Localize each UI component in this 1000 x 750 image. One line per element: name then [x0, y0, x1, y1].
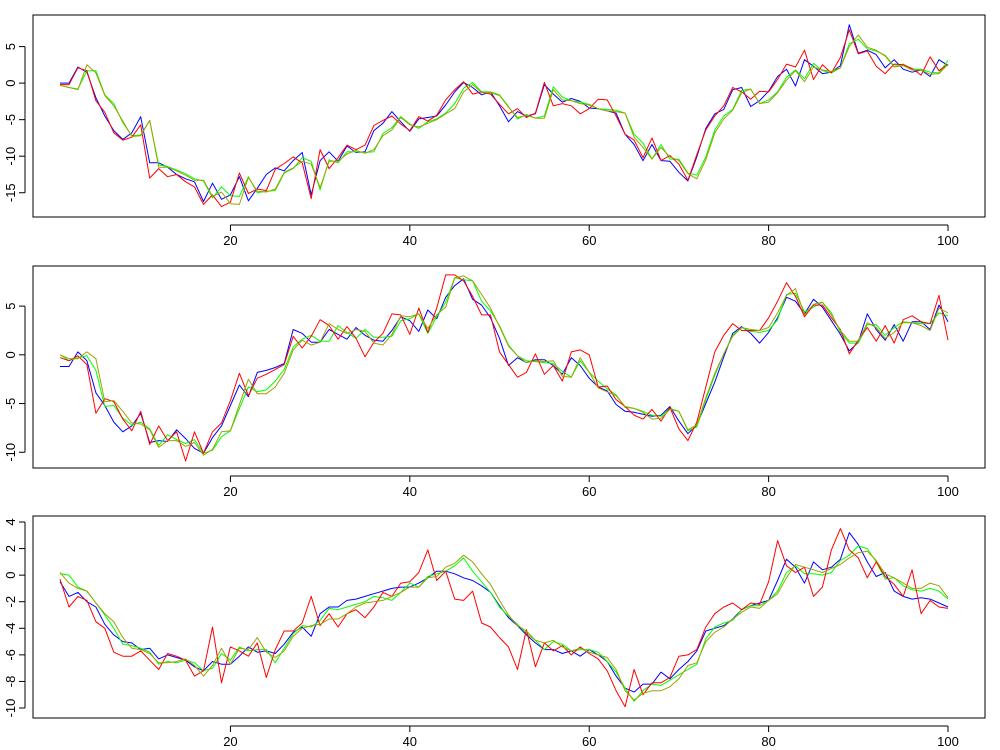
y-tick-label: 0	[3, 572, 18, 579]
x-tick-label: 80	[761, 484, 775, 499]
series-line-red	[59, 528, 949, 708]
y-tick-label: 4	[3, 518, 18, 525]
x-tick-label: 20	[223, 484, 237, 499]
series-line-olive	[59, 550, 949, 701]
x-tick-label: 100	[937, 484, 959, 499]
y-tick-label: -5	[3, 398, 18, 410]
series-line-green	[59, 545, 949, 702]
x-tick-label: 60	[582, 233, 596, 248]
x-tick-label: 60	[582, 484, 596, 499]
plot-frame	[32, 14, 986, 218]
series-line-red	[60, 29, 949, 208]
x-tick-label: 100	[937, 734, 959, 749]
y-tick-label: 0	[3, 351, 18, 358]
x-tick-label: 40	[403, 233, 417, 248]
x-tick-label: 40	[403, 734, 417, 749]
line-chart-panel-2: 20 40 60 80 100 -10 -5 0 5	[3, 265, 986, 499]
x-tick-label: 20	[223, 233, 237, 248]
series-line-blue	[60, 24, 949, 202]
y-tick-label: -8	[3, 676, 18, 688]
y-tick-label: -4	[3, 623, 18, 635]
y-tick-label: -10	[3, 443, 18, 462]
x-tick-label: 80	[761, 233, 775, 248]
y-tick-label: 0	[3, 79, 18, 86]
y-tick-label: -15	[3, 183, 18, 202]
x-tick-label: 100	[937, 233, 959, 248]
x-tick-label: 80	[761, 734, 775, 749]
series-line-red	[59, 274, 949, 462]
y-tick-label: -10	[3, 147, 18, 166]
series-line-green	[59, 38, 949, 199]
y-tick-label: -6	[3, 649, 18, 661]
y-tick-label: 5	[3, 43, 18, 50]
series-line-olive	[59, 34, 949, 205]
plot-frame	[32, 515, 986, 719]
x-tick-label: 20	[223, 734, 237, 749]
y-tick-label: -2	[3, 596, 18, 608]
x-tick-label: 60	[582, 734, 596, 749]
plot-frame	[32, 265, 986, 469]
line-chart-panel-1: 20 40 60 80 100 -15 -10 -5 0 5	[3, 14, 986, 248]
y-tick-label: 2	[3, 545, 18, 552]
line-chart-panel-3: 20 40 60 80 100 -10 -8 -6 -4 -2 0 2 4	[3, 515, 986, 749]
y-tick-label: 5	[3, 302, 18, 309]
y-tick-label: -10	[3, 699, 18, 718]
series-line-olive	[59, 275, 949, 456]
x-tick-label: 40	[403, 484, 417, 499]
y-tick-label: -5	[3, 114, 18, 126]
